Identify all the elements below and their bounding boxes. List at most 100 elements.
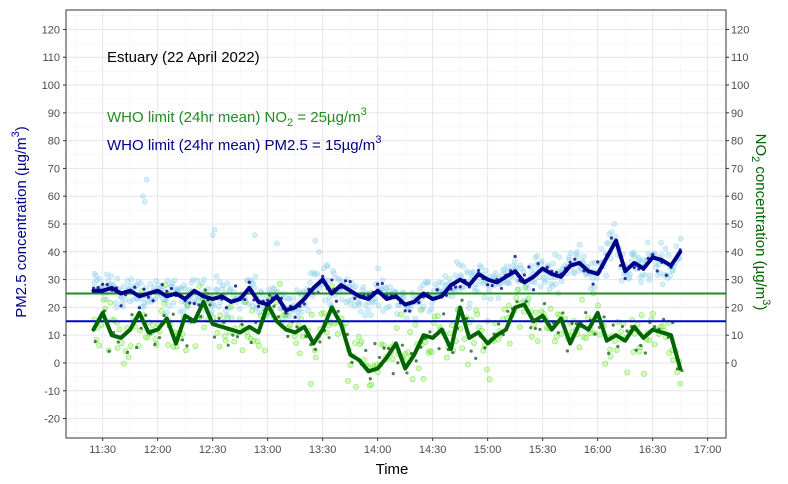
pm25-point-dark xyxy=(321,274,325,278)
no2-point xyxy=(533,309,539,316)
no2-point-dark xyxy=(171,312,175,316)
pm25-point xyxy=(481,294,488,301)
tick-label-left: 20 xyxy=(48,302,60,314)
pm25-point xyxy=(147,280,154,287)
pm25-point xyxy=(466,300,473,307)
no2-point xyxy=(245,333,251,340)
pm25-point xyxy=(356,300,363,306)
pm25-point-dark xyxy=(651,252,655,257)
pm25-point xyxy=(92,272,99,279)
pm25-point xyxy=(227,285,234,292)
no2-point xyxy=(149,322,156,329)
no2-point-dark xyxy=(565,349,570,353)
right-title-sup: 3 xyxy=(760,299,772,305)
pm25-point xyxy=(387,284,393,290)
no2-point xyxy=(116,326,123,333)
pm25-point xyxy=(177,308,184,315)
no2-point-dark xyxy=(437,347,441,351)
pm25-point xyxy=(659,281,666,288)
no2-point xyxy=(528,333,535,340)
no2-point-dark xyxy=(162,313,166,318)
tick-label-right: 30 xyxy=(731,275,743,287)
pm25-point-dark xyxy=(664,273,669,277)
no2-point-dark xyxy=(506,309,510,313)
no2-point-dark xyxy=(364,348,368,353)
no2-point xyxy=(344,377,351,384)
no2-point xyxy=(100,296,107,303)
pm25-point xyxy=(108,273,115,279)
no2-point xyxy=(534,338,541,344)
pm25-point xyxy=(525,285,532,292)
no2-point xyxy=(495,336,501,343)
pm25-point xyxy=(511,258,518,265)
pm25-point-dark xyxy=(490,284,494,288)
no2-point-dark xyxy=(272,304,276,308)
no2-point xyxy=(420,375,427,382)
tick-label-right: 120 xyxy=(731,24,749,36)
pm25-point xyxy=(461,284,467,291)
tick-label-right: 80 xyxy=(731,136,743,148)
pm25-point xyxy=(401,294,408,301)
no2-point-dark xyxy=(286,334,290,338)
tick-label-right: 110 xyxy=(731,52,749,64)
pm25-point xyxy=(194,277,201,284)
tick-label-x: 15:00 xyxy=(474,444,502,456)
pm25-point xyxy=(506,280,513,287)
pm25-point-dark xyxy=(233,284,238,288)
pm25-point xyxy=(96,275,103,282)
no2-point-dark xyxy=(634,348,638,352)
no2-limit-prefix: WHO limit (24hr mean) NO xyxy=(107,109,287,126)
pm25-point xyxy=(517,262,524,269)
tick-label-x: 16:30 xyxy=(639,444,667,456)
no2-point-dark xyxy=(144,313,148,317)
no2-point-dark xyxy=(345,332,350,336)
pm25-point xyxy=(362,312,369,319)
pm25-point xyxy=(492,270,499,276)
grid xyxy=(66,10,726,438)
no2-point-dark xyxy=(382,346,386,350)
no2-point-dark xyxy=(157,336,162,340)
no2-point xyxy=(602,360,609,367)
no2-point xyxy=(579,296,585,303)
no2-point-dark xyxy=(125,350,130,354)
pm25-point xyxy=(143,176,150,183)
pm25-point xyxy=(658,252,665,259)
pm25-point-dark xyxy=(224,306,229,310)
no2-point-dark xyxy=(217,316,221,321)
pm25-point xyxy=(213,273,220,280)
no2-point xyxy=(551,338,558,345)
pm25-point-dark xyxy=(142,287,146,291)
no2-point-dark xyxy=(570,321,574,325)
no2-point-dark xyxy=(377,355,382,360)
no2-point xyxy=(501,306,508,313)
left-title-main: PM2.5 concentration (µg/m xyxy=(13,137,30,317)
no2-point-dark xyxy=(428,330,432,334)
tick-label-right: 40 xyxy=(731,247,743,259)
no2-point xyxy=(293,340,300,347)
pm25-point xyxy=(209,232,216,239)
pm25-point xyxy=(114,275,121,282)
no2-point-dark xyxy=(584,310,588,315)
pm25-point-dark xyxy=(568,260,572,264)
pm25-point xyxy=(211,226,218,233)
pm25-point xyxy=(355,301,362,308)
pm25-point xyxy=(380,308,387,314)
no2-point-dark xyxy=(327,336,331,340)
no2-point-dark xyxy=(277,315,281,319)
no2-point xyxy=(613,347,620,354)
tick-label-x: 14:30 xyxy=(419,444,447,456)
series-lines xyxy=(91,238,683,374)
pm25-point xyxy=(121,283,127,289)
tick-label-right: 0 xyxy=(731,358,737,370)
no2-point xyxy=(506,340,513,347)
no2-point xyxy=(631,330,638,337)
pm25-point xyxy=(460,263,466,269)
no2-point xyxy=(449,322,455,329)
no2-point-dark xyxy=(93,340,97,344)
pm25-point xyxy=(673,243,680,250)
pm25-point-dark xyxy=(376,282,380,286)
no2-point-dark xyxy=(249,340,253,345)
pm25-point xyxy=(338,296,345,303)
